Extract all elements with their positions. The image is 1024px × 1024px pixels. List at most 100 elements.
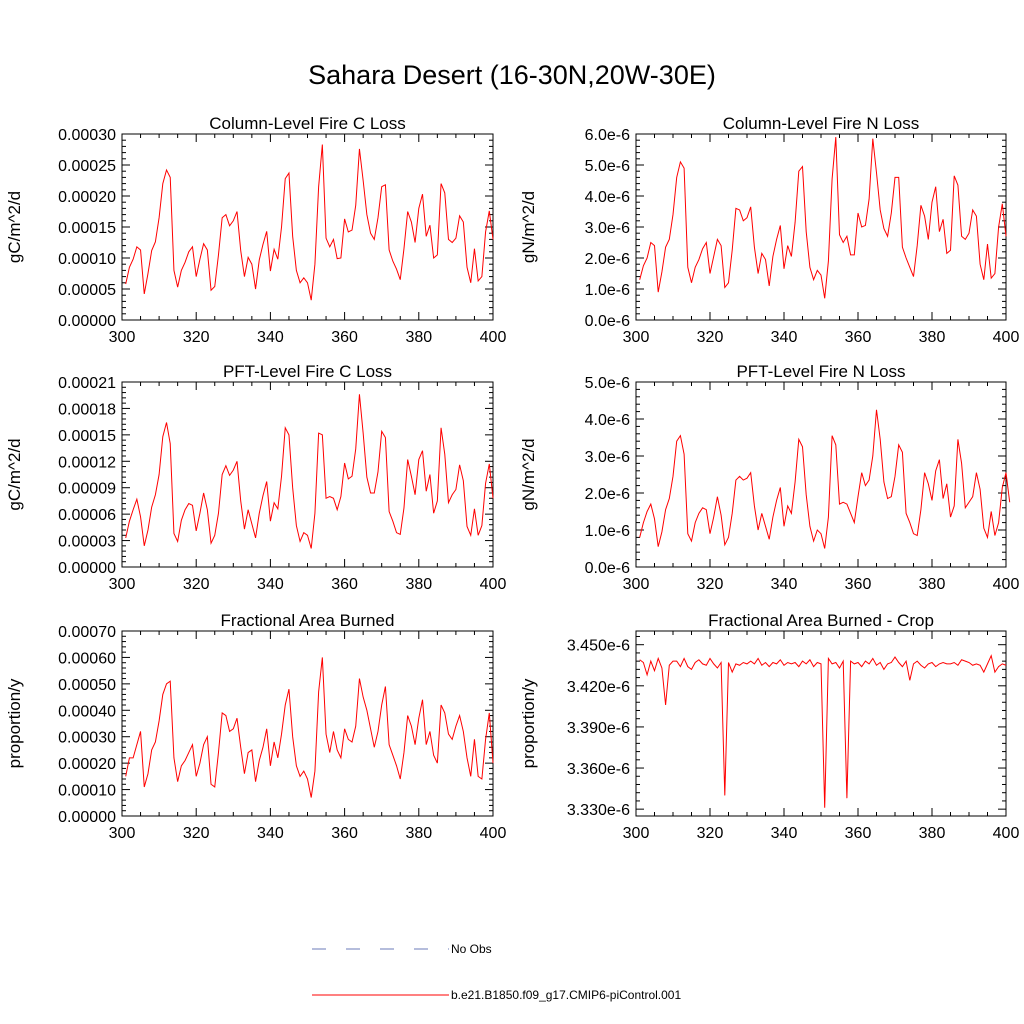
legend-obs-label: No Obs xyxy=(451,942,492,956)
y-tick-label: 0.00000 xyxy=(58,313,116,330)
plot-frame xyxy=(121,133,494,321)
y-tick-label: 0.00010 xyxy=(58,783,116,800)
chart-title: Fractional Area Burned - Crop xyxy=(708,611,934,630)
chart-panel-5: Fractional Area Burned proportion/y 300 320… xyxy=(5,611,506,842)
y-tick-label: 6.0e-6 xyxy=(585,127,630,144)
y-tick-label: 3.0e-6 xyxy=(585,220,630,237)
series-line-model xyxy=(125,144,494,301)
chart-title: Column-Level Fire N Loss xyxy=(723,114,920,133)
x-tick-label: 320 xyxy=(697,825,724,842)
x-tick-label: 360 xyxy=(331,825,358,842)
x-tick-label: 300 xyxy=(109,576,136,593)
x-tick-label: 300 xyxy=(109,329,136,346)
plot-frame xyxy=(635,133,1007,321)
chart-title: PFT-Level Fire N Loss xyxy=(736,362,905,381)
y-tick-label: 3.0e-6 xyxy=(585,449,630,466)
chart-panel-2: Column-Level Fire N Loss gN/m^2/d 300 320 34… xyxy=(519,114,1019,346)
x-tick-label: 300 xyxy=(623,825,650,842)
legend-model-label: b.e21.B1850.f09_g17.CMIP6-piControl.001 xyxy=(451,988,682,1002)
x-tick-label: 340 xyxy=(771,329,798,346)
x-tick-label: 320 xyxy=(183,329,210,346)
y-tick-label: 2.0e-6 xyxy=(585,251,630,268)
x-tick-label: 380 xyxy=(919,825,946,842)
x-tick-label: 380 xyxy=(405,576,432,593)
chart-title: PFT-Level Fire C Loss xyxy=(223,362,392,381)
series-line-model xyxy=(639,654,1007,808)
x-tick-label: 340 xyxy=(257,329,284,346)
chart-panel-3: PFT-Level Fire C Loss gC/m^2/d 300 320 340 36… xyxy=(5,362,506,593)
x-tick-label: 320 xyxy=(697,329,724,346)
y-tick-label: 3.360e-6 xyxy=(567,761,630,778)
x-tick-label: 380 xyxy=(405,825,432,842)
x-tick-label: 340 xyxy=(771,825,798,842)
y-tick-label: 0.00040 xyxy=(58,703,116,720)
y-tick-label: 0.00018 xyxy=(58,401,116,418)
series-line-model xyxy=(125,657,494,798)
y-tick-label: 0.00020 xyxy=(58,756,116,773)
chart-panel-6: Fractional Area Burned - Crop proportion/… xyxy=(519,611,1019,842)
y-tick-label: 0.0e-6 xyxy=(585,313,630,330)
y-tick-label: 0.00003 xyxy=(58,534,116,551)
y-tick-label: 0.00005 xyxy=(58,282,116,299)
y-tick-label: 4.0e-6 xyxy=(585,189,630,206)
y-axis-label: proportion/y xyxy=(519,678,538,768)
y-tick-label: 5.0e-6 xyxy=(585,158,630,175)
y-tick-label: 0.00015 xyxy=(58,220,116,237)
x-tick-label: 360 xyxy=(331,329,358,346)
series-line-model xyxy=(639,409,1011,549)
series-line-model xyxy=(125,394,494,549)
legend xyxy=(312,948,449,996)
x-tick-label: 360 xyxy=(845,576,872,593)
y-tick-label: 3.450e-6 xyxy=(567,638,630,655)
x-tick-label: 320 xyxy=(183,576,210,593)
plot-frame xyxy=(635,630,1007,817)
x-tick-label: 320 xyxy=(697,576,724,593)
x-tick-label: 360 xyxy=(845,825,872,842)
y-axis-label: gC/m^2/d xyxy=(5,191,24,263)
x-tick-label: 300 xyxy=(623,329,650,346)
y-tick-label: 1.0e-6 xyxy=(585,523,630,540)
x-tick-label: 300 xyxy=(623,576,650,593)
x-tick-label: 340 xyxy=(257,576,284,593)
x-tick-label: 400 xyxy=(480,329,507,346)
y-axis-label: gC/m^2/d xyxy=(5,438,24,510)
y-tick-label: 3.330e-6 xyxy=(567,802,630,819)
y-tick-label: 0.00030 xyxy=(58,730,116,747)
x-tick-label: 300 xyxy=(109,825,136,842)
y-axis-label: gN/m^2/d xyxy=(519,438,538,510)
page-title: Sahara Desert (16-30N,20W-30E) xyxy=(308,60,716,90)
x-tick-label: 400 xyxy=(993,576,1020,593)
y-tick-label: 0.00009 xyxy=(58,481,116,498)
x-tick-label: 360 xyxy=(845,329,872,346)
y-tick-label: 4.0e-6 xyxy=(585,412,630,429)
y-tick-label: 0.00000 xyxy=(58,809,116,826)
x-tick-label: 320 xyxy=(183,825,210,842)
x-tick-label: 400 xyxy=(993,825,1020,842)
series-line-model xyxy=(639,137,1007,299)
x-tick-label: 400 xyxy=(993,329,1020,346)
x-tick-label: 400 xyxy=(480,576,507,593)
y-tick-label: 1.0e-6 xyxy=(585,282,630,299)
y-tick-label: 0.00025 xyxy=(58,158,116,175)
y-tick-label: 0.00020 xyxy=(58,189,116,206)
y-tick-label: 3.390e-6 xyxy=(567,720,630,737)
y-tick-label: 0.0e-6 xyxy=(585,560,630,577)
y-tick-label: 0.00021 xyxy=(58,375,116,392)
x-tick-label: 380 xyxy=(919,576,946,593)
y-tick-label: 0.00010 xyxy=(58,251,116,268)
y-tick-label: 5.0e-6 xyxy=(585,375,630,392)
x-tick-label: 340 xyxy=(771,576,798,593)
y-tick-label: 0.00012 xyxy=(58,454,116,471)
y-tick-label: 0.00060 xyxy=(58,650,116,667)
chart-panel-4: PFT-Level Fire N Loss gN/m^2/d 300 320 340 36… xyxy=(519,362,1019,593)
y-tick-label: 0.00006 xyxy=(58,507,116,524)
y-tick-label: 0.00015 xyxy=(58,428,116,445)
y-axis-label: proportion/y xyxy=(5,678,24,768)
y-axis-label: gN/m^2/d xyxy=(519,191,538,263)
plot-frame xyxy=(121,630,494,817)
y-tick-label: 3.420e-6 xyxy=(567,679,630,696)
x-tick-label: 340 xyxy=(257,825,284,842)
x-tick-label: 380 xyxy=(405,329,432,346)
x-tick-label: 400 xyxy=(480,825,507,842)
